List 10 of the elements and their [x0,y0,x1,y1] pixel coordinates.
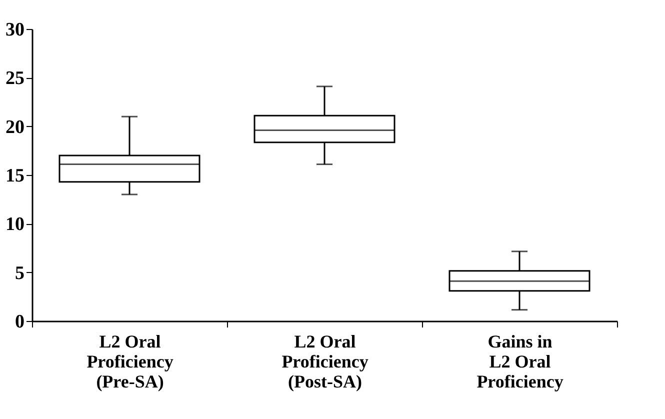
y-tick-label: 10 [6,214,24,236]
y-tick-label: 30 [6,20,24,40]
y-tick-label: 15 [6,166,24,186]
y-tick-label: 0 [15,312,24,332]
y-tick-label: 5 [15,262,24,284]
x-tick-label: Gains in L2 Oral Proficiency [476,332,564,392]
y-tick-label: 20 [6,116,24,138]
x-tick-label: L2 Oral Proficiency (Post-SA) [282,332,368,392]
y-tick-label: 25 [6,68,24,90]
x-tick-label: L2 Oral Proficiency (Pre-SA) [86,332,174,392]
